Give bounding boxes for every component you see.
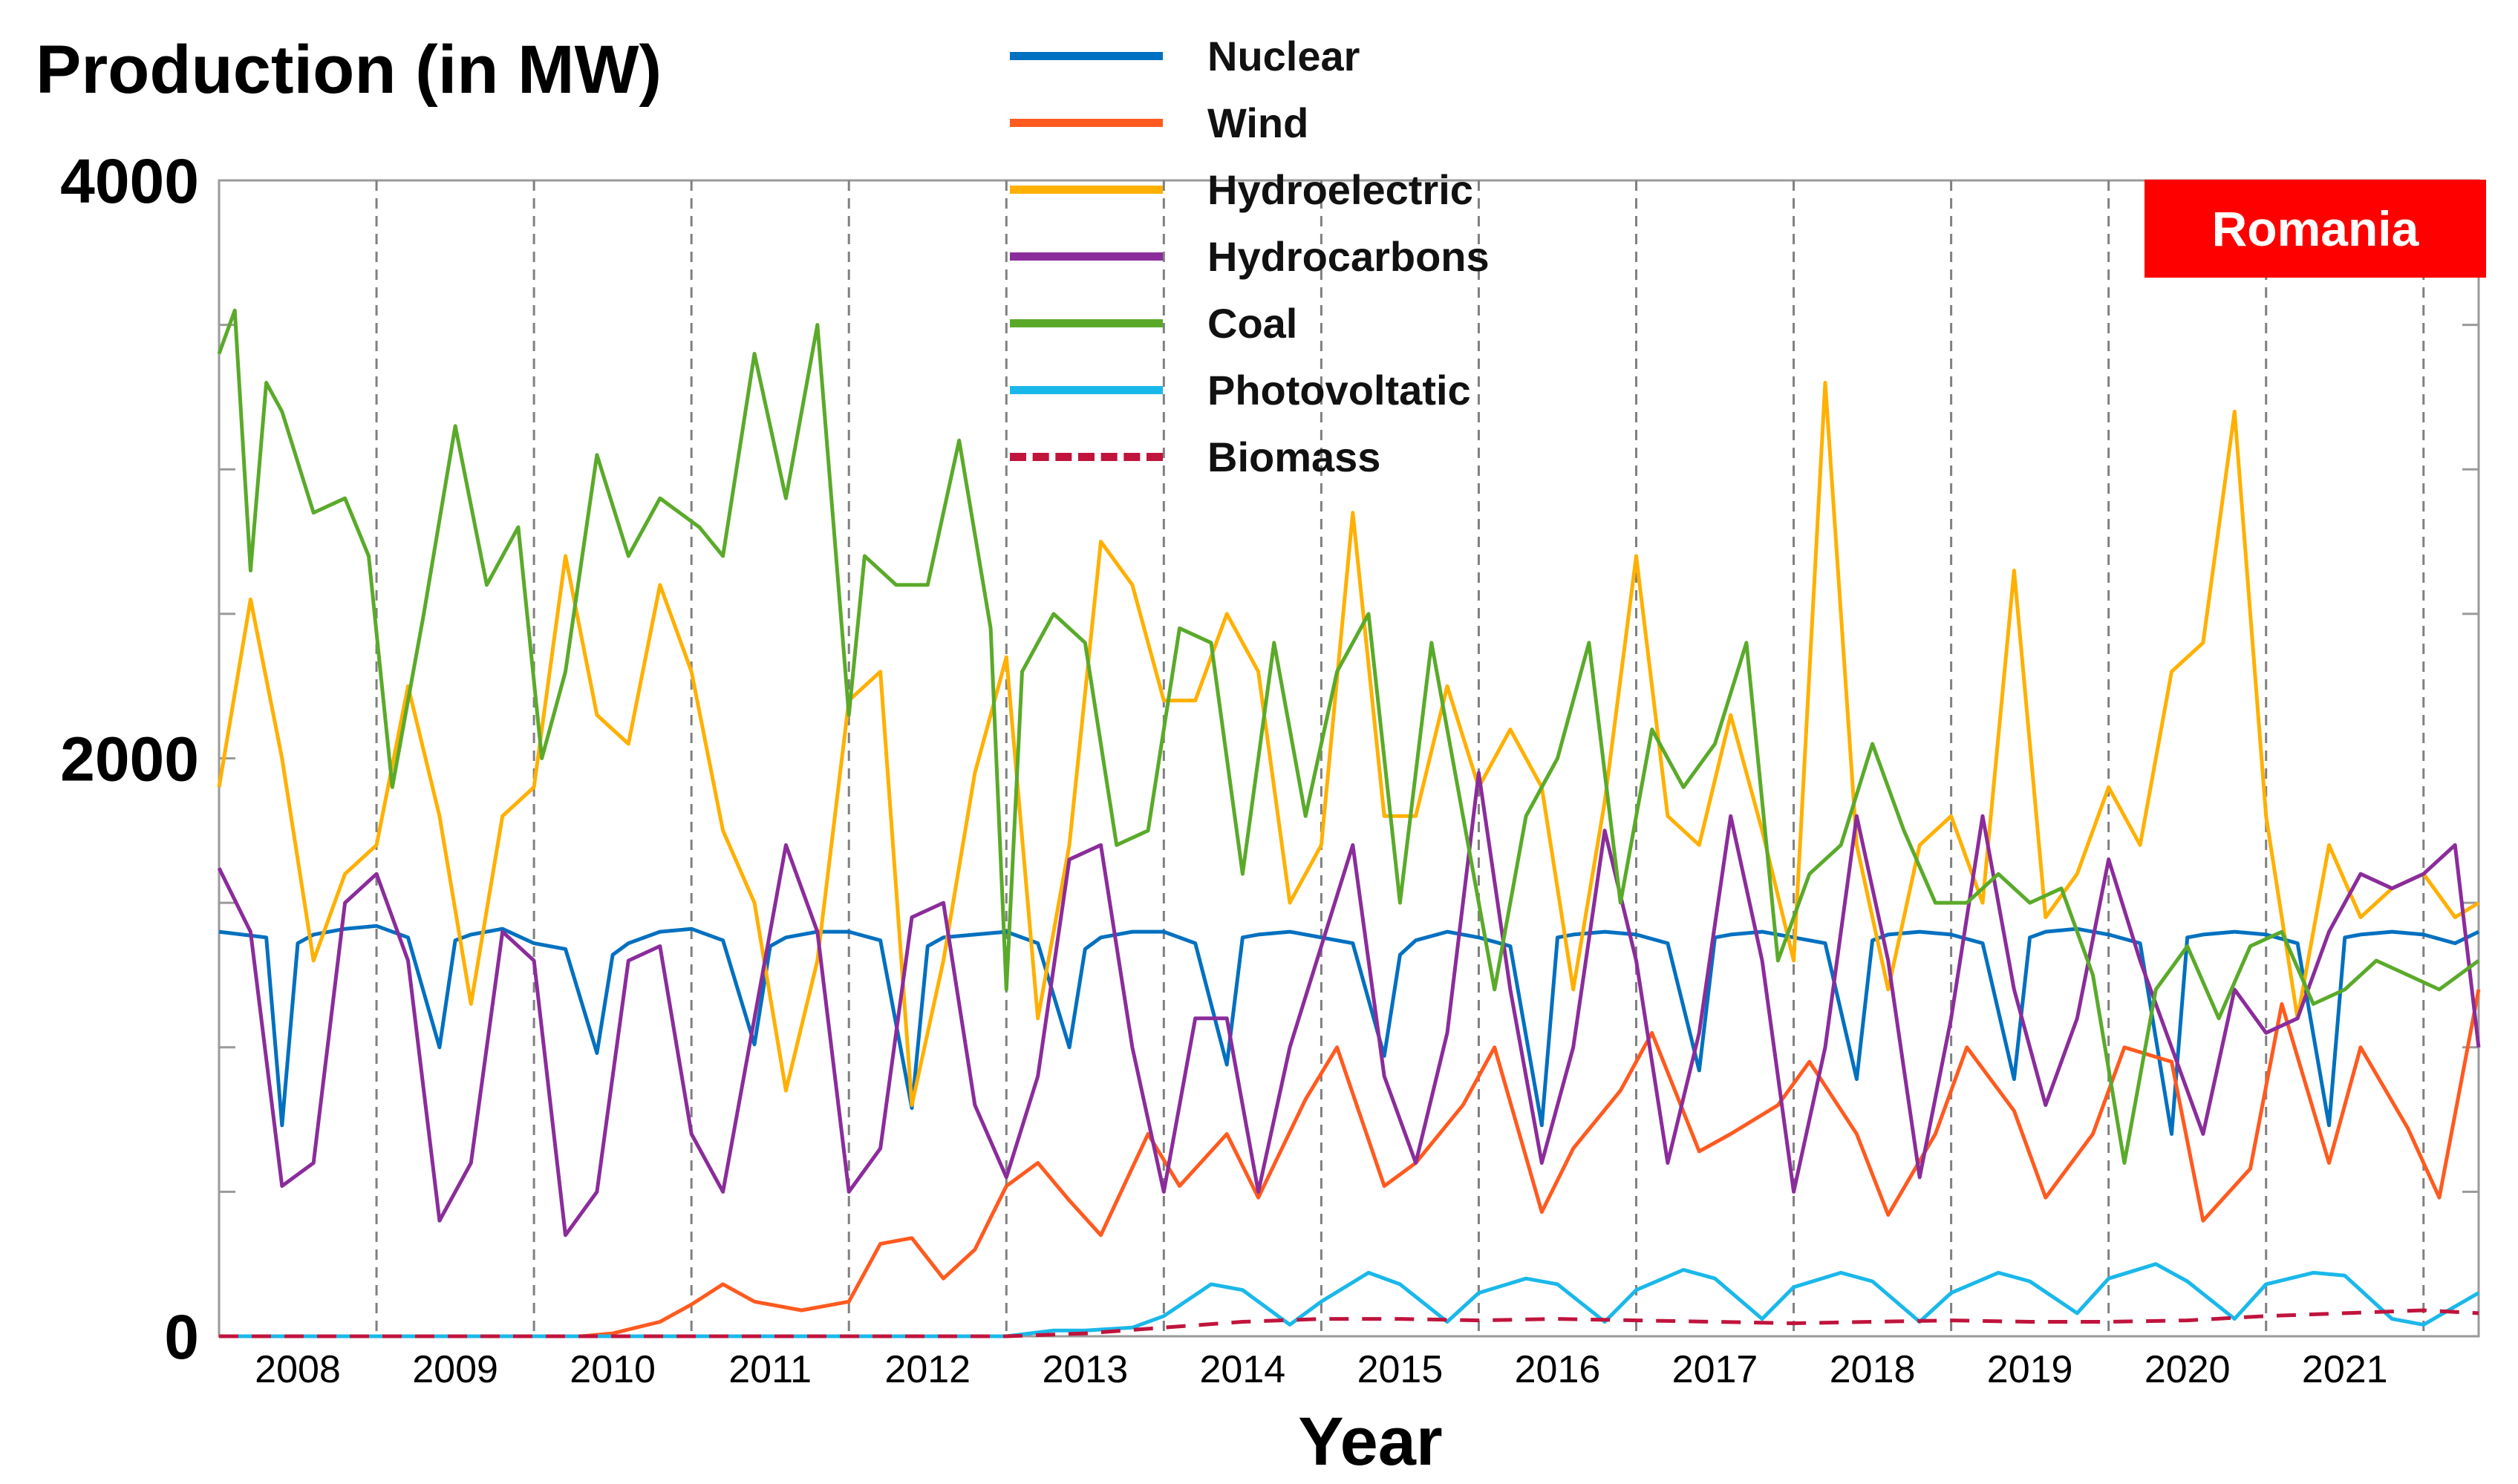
legend-item: Hydrocarbons [1010, 223, 1490, 290]
x-tick-label: 2013 [1042, 1348, 1128, 1391]
x-tick-label: 2011 [728, 1348, 812, 1391]
series-lines [217, 308, 2481, 1338]
series-line-hydrocarbons [217, 771, 2481, 1238]
x-tick-label: 2012 [884, 1348, 971, 1391]
legend-label: Biomass [1207, 433, 1381, 480]
x-axis-title: Year [1298, 1404, 1443, 1480]
legend-item: Nuclear [1010, 22, 1490, 89]
legend-label: Hydroelectric [1207, 166, 1473, 213]
x-tick-label: 2015 [1357, 1348, 1444, 1391]
legend-label: Photovoltatic [1207, 366, 1471, 414]
x-tick-label: 2021 [2302, 1348, 2388, 1391]
legend-label: Coal [1207, 299, 1298, 347]
legend-swatch [1010, 118, 1163, 127]
series-line-wind [219, 989, 2481, 1338]
y-tick-label: 4000 [60, 146, 199, 216]
legend-item: Photovoltatic [1010, 356, 1490, 423]
legend-swatch [1010, 318, 1163, 327]
legend-label: Wind [1207, 99, 1309, 146]
legend: Nuclear Wind Hydroelectric Hydrocarbons Coal… [1010, 22, 1490, 490]
series-line-hydroelectric [217, 381, 2480, 1108]
legend-swatch [1010, 385, 1163, 394]
x-tick-label: 2009 [412, 1348, 498, 1391]
x-tick-label: 2008 [255, 1348, 341, 1391]
legend-label: Nuclear [1207, 32, 1360, 79]
x-tick-label: 2016 [1515, 1348, 1601, 1391]
series-line-photovoltatic [219, 1262, 2480, 1338]
x-tick-label: 2010 [570, 1348, 656, 1391]
country-badge: Romania [2144, 180, 2486, 278]
x-tick-label: 2018 [1830, 1348, 1916, 1391]
y-tick-label: 2000 [60, 725, 199, 794]
legend-label: Hydrocarbons [1207, 232, 1490, 280]
x-tick-label: 2014 [1200, 1348, 1286, 1391]
y-axis: 0 2000 4000 [60, 146, 2479, 1372]
legend-item: Wind [1010, 89, 1490, 156]
legend-swatch [1010, 51, 1163, 60]
legend-swatch [1010, 252, 1163, 261]
legend-item: Biomass [1010, 423, 1490, 490]
plot-area [218, 179, 2480, 1338]
year-boundary-lines [375, 180, 2425, 1336]
series-line-coal [217, 308, 2480, 1165]
y-axis-title: Production (in MW) [36, 32, 662, 108]
legend-item: Hydroelectric [1010, 156, 1490, 223]
legend-swatch [1010, 185, 1163, 194]
x-tick-label: 2017 [1672, 1348, 1758, 1391]
series-line-nuclear [218, 924, 2480, 1136]
x-tick-label: 2019 [1987, 1348, 2073, 1391]
legend-swatch [1010, 452, 1163, 461]
legend-item: Coal [1010, 290, 1490, 356]
y-tick-label: 0 [164, 1302, 199, 1372]
x-axis: 2008 2009 2010 2011 2012 2013 2014 2015 2016 2017… [255, 1348, 2387, 1391]
x-tick-label: 2020 [2144, 1348, 2231, 1391]
